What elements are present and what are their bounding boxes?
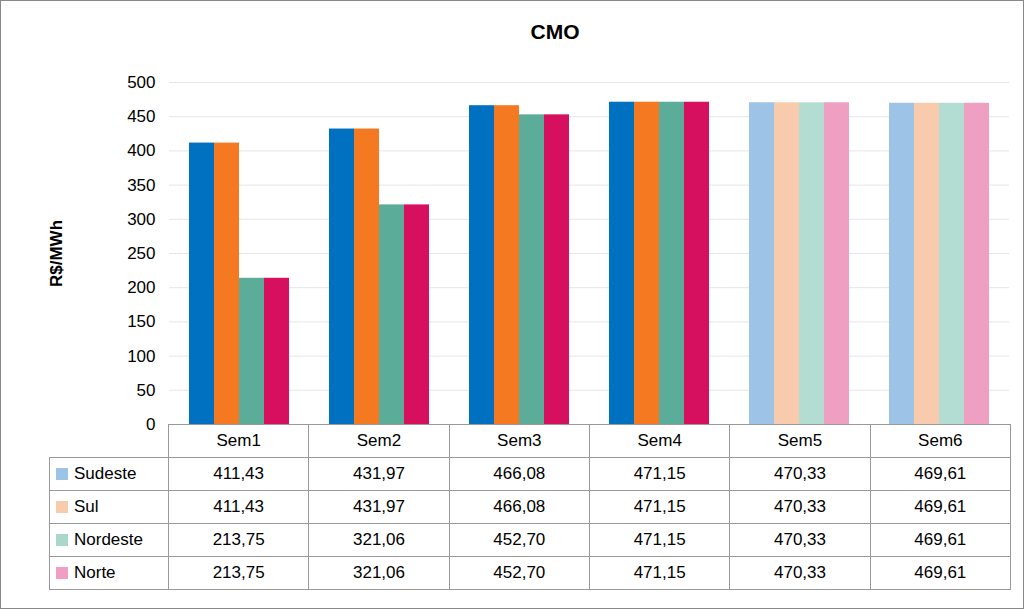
html-text:469,61: 469,61 xyxy=(914,530,967,549)
html-text:452,70: 452,70 xyxy=(493,563,546,582)
html-text:411,43: 411,43 xyxy=(213,497,264,516)
html-text:471,15: 471,15 xyxy=(633,563,686,582)
html-text:470,33: 470,33 xyxy=(774,497,826,516)
html-text:469,61: 469,61 xyxy=(914,464,967,483)
html-text:466,08: 466,08 xyxy=(493,464,546,483)
html-text:Nordeste: Nordeste xyxy=(74,530,143,549)
html-text:Norte: Norte xyxy=(74,563,116,582)
html-text:471,15: 471,15 xyxy=(633,530,686,549)
html-text:469,61: 469,61 xyxy=(914,563,967,582)
html-text:470,33: 470,33 xyxy=(774,563,826,582)
html-text:471,15: 471,15 xyxy=(633,497,686,516)
html-text:Sem2: Sem2 xyxy=(356,431,402,450)
html-text:431,97: 431,97 xyxy=(353,464,405,483)
html-text:321,06: 321,06 xyxy=(353,530,405,549)
html-text:469,61: 469,61 xyxy=(914,497,967,516)
html-text:411,43: 411,43 xyxy=(213,464,264,483)
html-text:Sem3: Sem3 xyxy=(497,431,542,450)
html-text:471,15: 471,15 xyxy=(633,464,686,483)
svg-text:450: 450 xyxy=(127,107,155,126)
svg-text:250: 250 xyxy=(127,244,155,263)
html-text:Sem1: Sem1 xyxy=(216,431,261,450)
svg-text:150: 150 xyxy=(127,312,155,331)
html-text:470,33: 470,33 xyxy=(774,530,826,549)
html-text:Sem5: Sem5 xyxy=(777,431,823,450)
html-text:321,06: 321,06 xyxy=(353,563,405,582)
svg-text:50: 50 xyxy=(137,381,156,400)
svg-text:300: 300 xyxy=(127,210,155,229)
svg-text:500: 500 xyxy=(127,73,155,92)
html-text:452,70: 452,70 xyxy=(493,530,546,549)
html-text:466,08: 466,08 xyxy=(493,497,546,516)
html-text:Sem6: Sem6 xyxy=(918,431,963,450)
html-text:213,75: 213,75 xyxy=(212,563,265,582)
html-text:431,97: 431,97 xyxy=(353,497,405,516)
svg-text:100: 100 xyxy=(127,347,155,366)
html-text:CMO: CMO xyxy=(530,20,580,43)
html-text:Sudeste: Sudeste xyxy=(74,464,137,483)
svg-text:200: 200 xyxy=(127,278,155,297)
html-text:Sul: Sul xyxy=(74,497,99,516)
svg-text:0: 0 xyxy=(146,414,156,434)
html-text:213,75: 213,75 xyxy=(212,530,265,549)
svg-text:R$/MWh: R$/MWh xyxy=(47,220,66,287)
svg-text:350: 350 xyxy=(127,176,155,195)
html-text:470,33: 470,33 xyxy=(774,464,826,483)
svg-text:400: 400 xyxy=(127,141,155,160)
html-text:Sem4: Sem4 xyxy=(637,431,682,450)
